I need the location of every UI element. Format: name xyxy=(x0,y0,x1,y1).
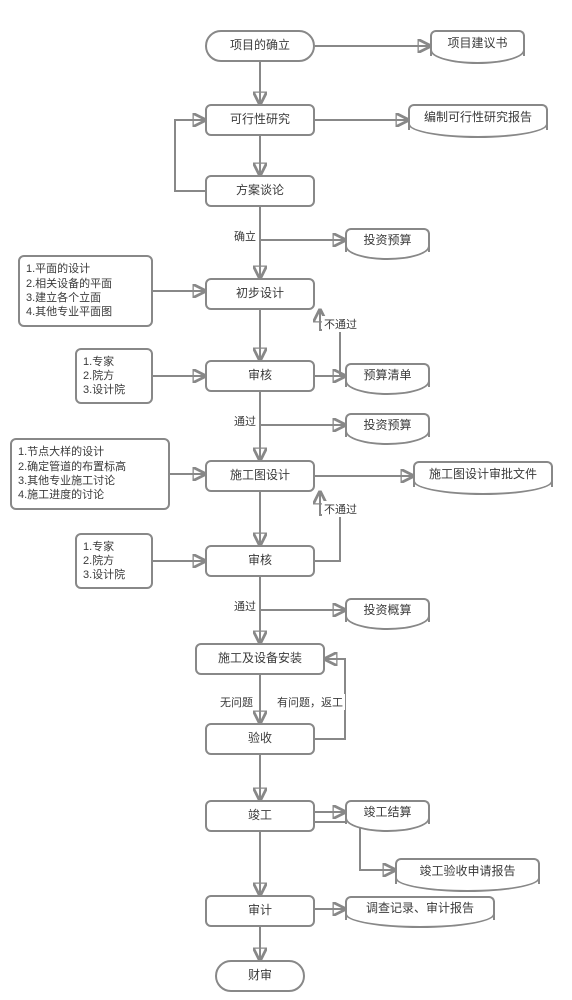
node-doc_settle: 竣工结算 xyxy=(345,800,430,824)
node-doc_proposal: 项目建议书 xyxy=(430,30,525,56)
node-in_constr: 1.节点大样的设计2.确定管道的布置标高3.其他专业施工讨论4.施工进度的讨论 xyxy=(10,438,170,510)
flowchart-canvas: 项目的确立项目建议书可行性研究编制可行性研究报告方案谈论投资预算初步设计1.平面… xyxy=(0,0,572,1000)
node-in_review1: 1.专家2.院方3.设计院 xyxy=(75,348,153,404)
node-end: 财审 xyxy=(215,960,305,992)
node-doc_report: 竣工验收申请报告 xyxy=(395,858,540,884)
node-audit: 审计 xyxy=(205,895,315,927)
node-complete: 竣工 xyxy=(205,800,315,832)
edge-label-review1-prelim: 不通过 xyxy=(322,316,359,332)
node-feasibility: 可行性研究 xyxy=(205,104,315,136)
edge-label-install-accept: 无问题 xyxy=(218,694,255,710)
node-doc_audit: 调查记录、审计报告 xyxy=(345,896,495,920)
node-scheme: 方案谈论 xyxy=(205,175,315,207)
node-review2: 审核 xyxy=(205,545,315,577)
node-doc_budget1: 投资预算 xyxy=(345,228,430,252)
node-doc_list: 预算清单 xyxy=(345,363,430,387)
node-constr_dwg: 施工图设计 xyxy=(205,460,315,492)
node-prelim: 初步设计 xyxy=(205,278,315,310)
node-doc_constr: 施工图设计审批文件 xyxy=(413,461,553,487)
node-doc_est: 投资概算 xyxy=(345,598,430,622)
edge-label-review1-constr_dwg: 通过 xyxy=(232,413,258,429)
edge-label-accept-install: 有问题，返工 xyxy=(275,694,345,710)
edge-scheme-feasibility xyxy=(175,120,205,191)
node-install: 施工及设备安装 xyxy=(195,643,325,675)
node-accept: 验收 xyxy=(205,723,315,755)
node-in_review2: 1.专家2.院方3.设计院 xyxy=(75,533,153,589)
node-start: 项目的确立 xyxy=(205,30,315,62)
edge-label-review2-constr_dwg: 不通过 xyxy=(322,501,359,517)
node-in_prelim: 1.平面的设计2.相关设备的平面3.建立各个立面4.其他专业平面图 xyxy=(18,255,153,327)
node-doc_feas: 编制可行性研究报告 xyxy=(408,104,548,130)
node-review1: 审核 xyxy=(205,360,315,392)
edge-label-review2-install: 通过 xyxy=(232,598,258,614)
node-doc_budget2: 投资预算 xyxy=(345,413,430,437)
edge-label-scheme-prelim: 确立 xyxy=(232,228,258,244)
